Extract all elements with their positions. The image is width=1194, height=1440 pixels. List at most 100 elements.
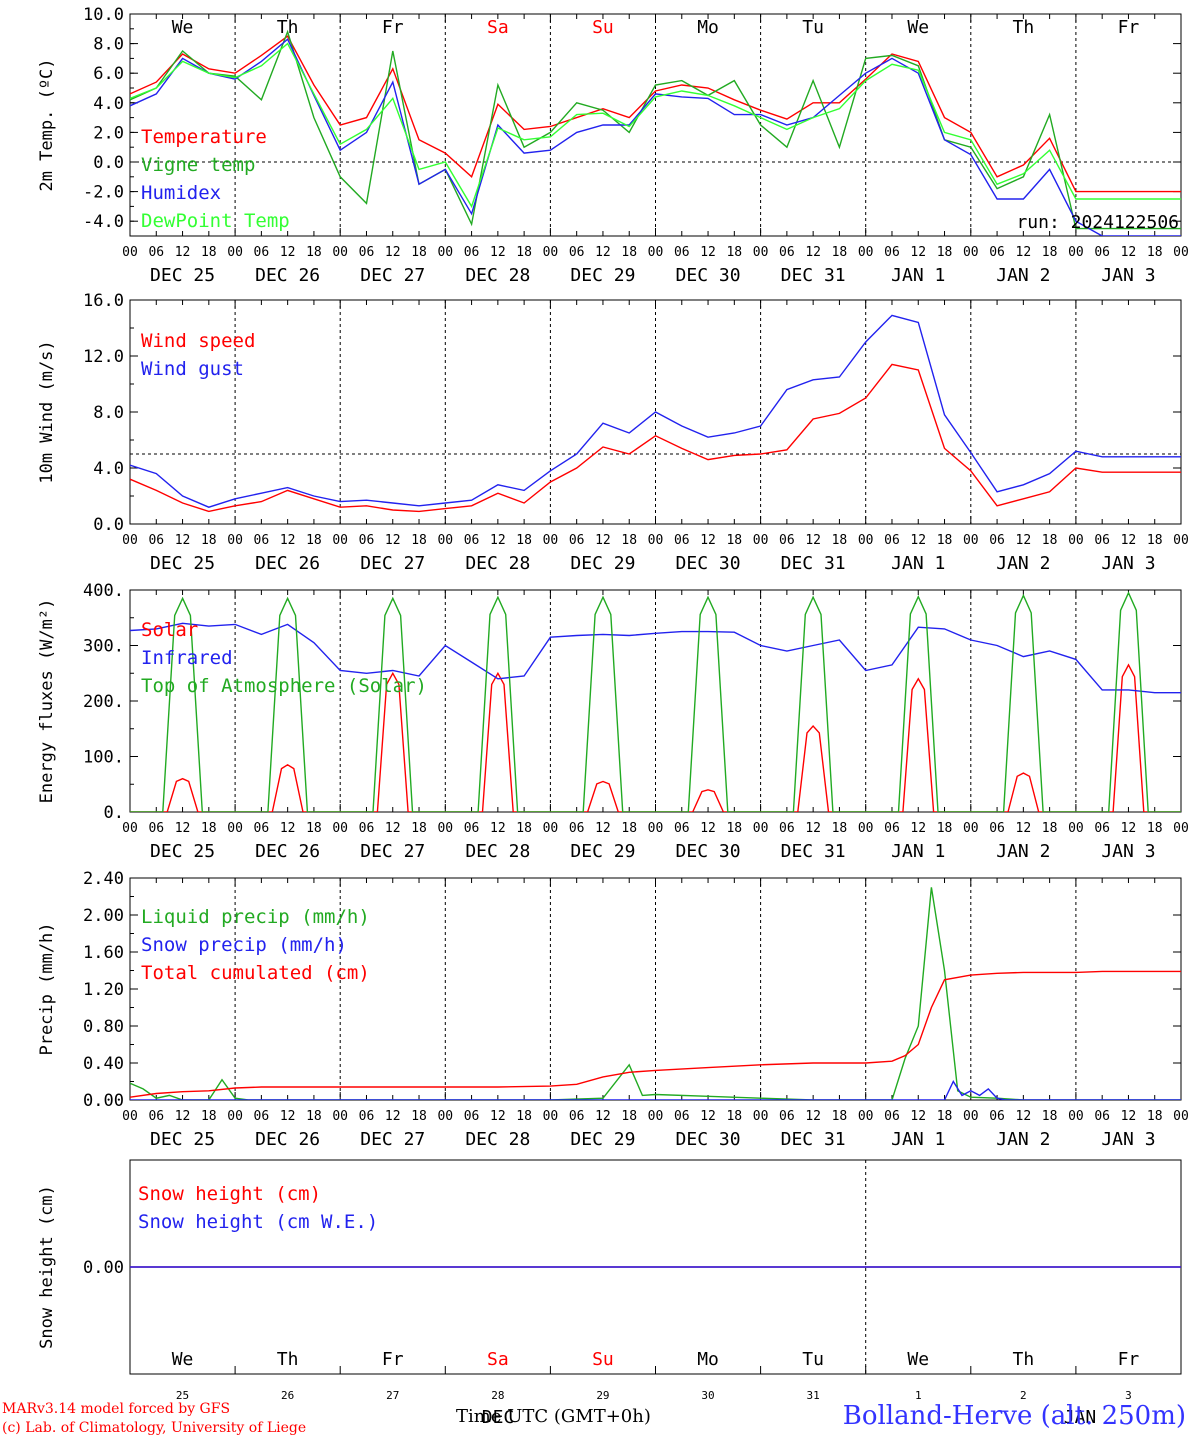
weekday-label: We: [907, 1349, 929, 1370]
x-hour-label: 12: [1121, 245, 1137, 260]
x-hour-label: 18: [411, 1109, 427, 1124]
y-tick-label: 4.0: [93, 94, 124, 114]
weekday-label: Mo: [697, 17, 719, 38]
weekday-label: Fr: [382, 17, 404, 38]
legend-entry: Humidex: [141, 182, 221, 204]
series-line-vigne-temp: [130, 29, 1181, 230]
y-tick-label: 6.0: [93, 64, 124, 84]
x-date-label: JAN 1: [891, 553, 945, 574]
x-hour-label: 18: [201, 245, 217, 260]
x-hour-label: 06: [779, 245, 795, 260]
y-tick-label: 4.0: [93, 459, 124, 479]
x-date-label: DEC 26: [255, 265, 320, 286]
x-date-label: DEC 31: [781, 265, 846, 286]
x-date-label: JAN 2: [996, 1129, 1050, 1150]
x-hour-label: 06: [148, 821, 164, 836]
x-hour-label: 12: [595, 245, 611, 260]
x-hour-label: 00: [1173, 533, 1189, 548]
x-hour-label: 12: [385, 533, 401, 548]
y-tick-label: -4.0: [83, 212, 124, 232]
x-hour-label: 00: [227, 1109, 243, 1124]
x-hour-label: 12: [700, 1109, 716, 1124]
x-hour-label: 18: [411, 245, 427, 260]
weekday-label: Th: [277, 17, 299, 38]
x-hour-label: 06: [1094, 1109, 1110, 1124]
weekday-label: We: [172, 1349, 194, 1370]
x-hour-label: 18: [306, 533, 322, 548]
x-date-label: DEC 29: [570, 1129, 635, 1150]
credit-model: MARv3.14 model forced by GFS: [2, 1401, 231, 1417]
x-hour-label: 12: [805, 821, 821, 836]
weekday-label: We: [907, 17, 929, 38]
day-number-label: 2: [1020, 1389, 1027, 1402]
y-tick-label: 16.0: [83, 291, 124, 311]
x-hour-label: 06: [359, 533, 375, 548]
credit-lab: (c) Lab. of Climatology, University of L…: [2, 1420, 307, 1436]
legend-entry: Snow height (cm W.E.): [138, 1211, 378, 1233]
x-date-label: DEC 28: [465, 265, 530, 286]
y-tick-label: 0.40: [83, 1054, 124, 1074]
x-hour-label: 00: [332, 245, 348, 260]
y-tick-label: 0.0: [93, 153, 124, 173]
panel-1: -4.0 -2.0 0.0 2.0 4.0 6.0 8.0 10.0 2m Temp. (ºC)…: [37, 5, 1189, 286]
series-line-wind-speed: [130, 363, 1181, 513]
series-group: [130, 29, 1181, 236]
x-hour-label: 18: [1042, 533, 1058, 548]
x-hour-label: 18: [621, 533, 637, 548]
series-line-solar: [130, 663, 1181, 812]
x-hour-label: 12: [1016, 533, 1032, 548]
x-hour-label: 00: [1173, 1109, 1189, 1124]
x-hour-label: 12: [805, 533, 821, 548]
x-hour-label: 18: [937, 821, 953, 836]
x-hour-label: 00: [753, 821, 769, 836]
x-date-label: DEC 25: [150, 553, 215, 574]
x-date-label: JAN 1: [891, 265, 945, 286]
y-tick-label: 400.: [83, 581, 124, 601]
x-hour-label: 06: [254, 1109, 270, 1124]
x-date-label: DEC 25: [150, 265, 215, 286]
x-hour-label: 06: [148, 533, 164, 548]
day-number-label: 26: [281, 1389, 294, 1402]
y-tick-label: 2.00: [83, 906, 124, 926]
legend-entry: Vigne temp: [141, 154, 255, 176]
x-hour-label: 18: [1042, 821, 1058, 836]
x-hour-label: 18: [201, 533, 217, 548]
day-number-label: 31: [807, 1389, 820, 1402]
x-hour-label: 00: [753, 245, 769, 260]
x-hour-label: 12: [175, 1109, 191, 1124]
legend-entry: Wind speed: [141, 330, 255, 352]
x-date-label: JAN 1: [891, 1129, 945, 1150]
x-hour-label: 18: [726, 1109, 742, 1124]
legend-entry: Liquid precip (mm/h): [141, 906, 370, 928]
y-tick-label: 200.: [83, 692, 124, 712]
x-hour-label: 00: [858, 245, 874, 260]
x-date-label: DEC 27: [360, 1129, 425, 1150]
x-hour-label: 00: [332, 533, 348, 548]
y-tick-label: 10.0: [83, 5, 124, 25]
x-hour-label: 12: [805, 245, 821, 260]
x-date-label: JAN 3: [1101, 841, 1155, 862]
x-hour-label: 00: [543, 533, 559, 548]
panel-3: 0. 100. 200. 300. 400. Energy fluxes (W/m²) 00…: [37, 581, 1189, 862]
series-line-top-of-atmosphere-solar-: [130, 591, 1181, 812]
panel-2: 0.0 4.0 8.0 12.0 16.0 10m Wind (m/s) 00 06 12 18 0…: [37, 291, 1189, 574]
x-hour-label: 12: [385, 1109, 401, 1124]
x-hour-label: 06: [989, 533, 1005, 548]
x-hour-label: 18: [516, 1109, 532, 1124]
weekday-label: Su: [592, 17, 614, 38]
series-line-wind-gust: [130, 314, 1181, 508]
x-hour-label: 18: [411, 821, 427, 836]
x-hour-label: 00: [963, 245, 979, 260]
x-date-label: JAN 3: [1101, 265, 1155, 286]
x-hour-label: 12: [1016, 1109, 1032, 1124]
series-line-dewpoint-temp: [130, 42, 1181, 209]
x-hour-label: 06: [464, 245, 480, 260]
weekday-label: Tu: [802, 1349, 824, 1370]
x-hour-label: 00: [227, 533, 243, 548]
y-axis-label: Snow height (cm): [37, 1185, 57, 1349]
x-hour-label: 00: [122, 1109, 138, 1124]
legend-entry: Solar: [141, 619, 198, 641]
x-hour-label: 12: [385, 821, 401, 836]
y-tick-label: 0.: [104, 803, 124, 823]
x-hour-label: 18: [621, 245, 637, 260]
